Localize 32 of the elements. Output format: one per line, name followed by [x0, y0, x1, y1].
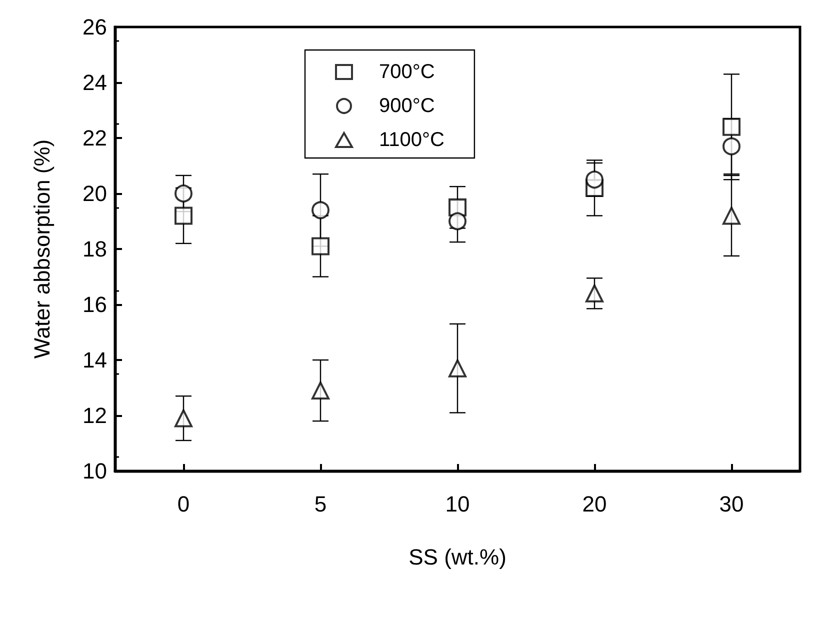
point: [448, 212, 466, 230]
y-tick-label: 12: [82, 403, 107, 428]
point: [448, 359, 466, 378]
point: [722, 137, 740, 156]
point: [312, 201, 330, 220]
y-tick-label: 16: [82, 292, 107, 317]
x-tick-label: 0: [177, 492, 190, 516]
x-tick-label: 30: [719, 492, 744, 516]
y-tick-label: 22: [82, 126, 107, 150]
point: [174, 184, 192, 202]
point: [586, 170, 604, 189]
point: [174, 206, 192, 225]
y-axis-title: Water abbsorption (%): [30, 139, 54, 359]
point: [722, 206, 740, 225]
y-tick-label: 10: [82, 458, 107, 484]
point: [312, 382, 330, 400]
point: [312, 237, 330, 256]
y-tick-label: 18: [82, 236, 107, 262]
point: [722, 118, 740, 136]
y-tick-label: 26: [82, 14, 107, 40]
x-tick-label: 10: [445, 492, 470, 516]
legend-label: 700°C: [379, 61, 435, 83]
y-tick-label: 14: [82, 348, 107, 372]
legend-label: 1100°C: [379, 129, 444, 151]
x-tick-label: 20: [582, 492, 607, 516]
x-axis-title: SS (wt.%): [408, 544, 506, 570]
y-tick-label: 20: [82, 181, 107, 206]
legend-label: 900°C: [379, 95, 435, 117]
x-tick-label: 5: [314, 492, 327, 516]
point: [586, 284, 604, 302]
point: [174, 409, 192, 428]
y-tick-label: 24: [82, 70, 107, 95]
